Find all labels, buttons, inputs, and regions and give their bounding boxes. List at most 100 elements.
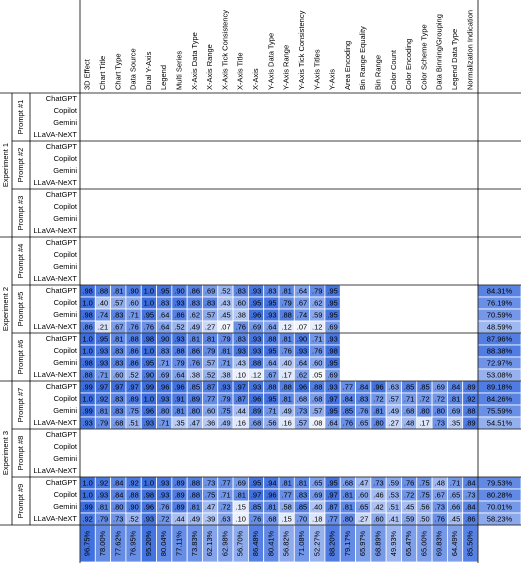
cell-text: .71 (404, 394, 414, 403)
cell-text: .77 (220, 478, 230, 487)
model-label: ChatGPT (46, 238, 78, 247)
cell-text: .98 (144, 490, 154, 499)
cell-text: 1.0 (144, 394, 154, 403)
cell-text: .95 (159, 286, 169, 295)
model-label: Copilot (54, 490, 78, 499)
experiment-label: Experiment 1 (1, 143, 10, 187)
cell-text: .62 (297, 370, 307, 379)
cell-text: 95.20% (144, 530, 153, 556)
cell-text: .80 (113, 502, 123, 511)
cell-text: .72 (435, 394, 445, 403)
model-label: Gemini (53, 166, 77, 175)
cell-text: .64 (266, 322, 276, 331)
cell-text: .87 (327, 502, 337, 511)
cell-text: 56.82% (282, 530, 291, 556)
cell-text: 77.62% (113, 530, 122, 556)
cell-text: 1.0 (82, 334, 92, 343)
cell-text: .45 (404, 502, 414, 511)
cell-text: .81 (205, 334, 215, 343)
column-header: Color Count (389, 49, 398, 90)
cell-text: .95 (327, 358, 337, 367)
cell-text: 1.0 (144, 346, 154, 355)
cell-text: .81 (281, 394, 291, 403)
cell-text: .40 (281, 358, 291, 367)
cell-text: .27 (205, 322, 215, 331)
model-label: Gemini (53, 118, 77, 127)
cell-text: .93 (220, 382, 230, 391)
cell-text: .48 (404, 418, 414, 427)
model-label: Gemini (53, 454, 77, 463)
cell-text: .99 (144, 382, 154, 391)
cell-text: .67 (297, 298, 307, 307)
cell-text: .73 (373, 478, 383, 487)
cell-text: .68 (404, 406, 414, 415)
cell-text: .86 (174, 310, 184, 319)
cell-text: .69 (450, 406, 460, 415)
cell-text: .95 (266, 346, 276, 355)
cell-text: .86 (128, 358, 138, 367)
cell-text: .73 (205, 478, 215, 487)
model-label: ChatGPT (46, 94, 78, 103)
column-header: Y-Axis Tick Consistency (297, 10, 306, 90)
cell-text: .69 (327, 322, 337, 331)
cell-text: 78.00% (98, 530, 107, 556)
cell-text: .79 (220, 394, 230, 403)
cell-text: .17 (281, 370, 291, 379)
cell-text: .40 (312, 502, 322, 511)
cell-text: .57 (205, 358, 215, 367)
cell-text: .90 (128, 286, 138, 295)
cell-text: .68 (297, 394, 307, 403)
cell-text: .88 (128, 490, 138, 499)
cell-text: .95 (266, 394, 276, 403)
cell-text: .96 (159, 382, 169, 391)
cell-text: .60 (128, 298, 138, 307)
cell-text: .80 (343, 514, 353, 523)
cell-text: .57 (297, 418, 307, 427)
cell-text: 58.23% (487, 514, 513, 523)
cell-text: .64 (327, 418, 337, 427)
cell-text: .94 (266, 478, 276, 487)
cell-text: .75 (419, 490, 429, 499)
cell-text: .93 (159, 394, 169, 403)
cell-text: .96 (297, 382, 307, 391)
model-label: LLaVA-NeXT (33, 130, 77, 139)
cell-text: .73 (435, 418, 445, 427)
model-label: ChatGPT (46, 190, 78, 199)
cell-text: .85 (343, 406, 353, 415)
cell-text: .46 (373, 490, 383, 499)
cell-text: 89.18% (487, 382, 513, 391)
cell-text: .83 (159, 346, 169, 355)
cell-text: 75.59% (487, 406, 513, 415)
cell-text: .93 (159, 490, 169, 499)
cell-text: .95 (327, 298, 337, 307)
prompt-label: Prompt #9 (16, 484, 25, 519)
experiment-label: Experiment 3 (1, 431, 10, 475)
cell-text: .81 (98, 406, 108, 415)
cell-text: .71 (312, 334, 322, 343)
cell-text: .95 (144, 310, 154, 319)
cell-text: .90 (297, 334, 307, 343)
cell-text: .57 (389, 394, 399, 403)
prompt-label: Prompt #5 (16, 292, 25, 327)
cell-text: .77 (327, 514, 337, 523)
cell-text: .98 (82, 358, 92, 367)
cell-text: .88 (266, 334, 276, 343)
cell-text: .96 (251, 310, 261, 319)
cell-text: .92 (128, 478, 138, 487)
cell-text: .65 (450, 490, 460, 499)
cell-text: .93 (327, 334, 337, 343)
cell-text: .79 (281, 298, 291, 307)
cell-text: .73 (435, 502, 445, 511)
column-header: Y-Axis Titles (312, 49, 321, 90)
cell-text: .76 (144, 322, 154, 331)
cell-text: .83 (190, 298, 200, 307)
cell-text: .97 (98, 382, 108, 391)
cell-text: .83 (236, 286, 246, 295)
cell-text: 1.0 (144, 286, 154, 295)
cell-text: .57 (312, 406, 322, 415)
cell-text: .44 (174, 514, 184, 523)
cell-text: .27 (358, 514, 368, 523)
cell-text: 80.04% (159, 530, 168, 556)
cell-text: .83 (113, 394, 123, 403)
cell-text: .64 (159, 322, 169, 331)
